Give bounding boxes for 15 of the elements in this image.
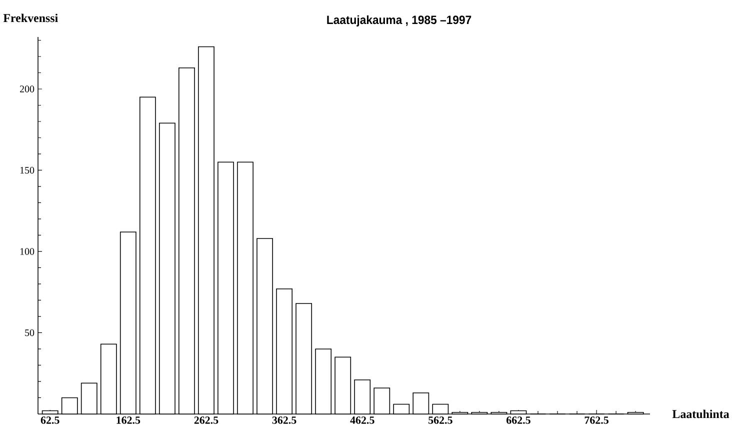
- y-tick-label: 100: [20, 248, 34, 255]
- y-axis-title: Frekvenssi: [3, 14, 58, 22]
- x-tick-label: 462.5: [350, 416, 374, 424]
- x-tick-label: 562.5: [428, 416, 452, 424]
- x-tick-label: 762.5: [584, 416, 608, 424]
- y-tick-label: 200: [20, 86, 34, 92]
- x-tick-label: 362.5: [272, 416, 296, 424]
- chart-title: Laatujakauma , 1985 –1997: [327, 15, 472, 26]
- y-tick-label: 150: [20, 166, 34, 174]
- x-axis-title: Laatuhinta: [672, 410, 730, 418]
- y-tick-label: 50: [25, 329, 34, 336]
- x-tick-label: 162.5: [116, 416, 140, 424]
- x-tick-label: 262.5: [194, 416, 218, 424]
- x-tick-label: 62.5: [40, 416, 60, 424]
- x-tick-label: 662.5: [506, 416, 530, 424]
